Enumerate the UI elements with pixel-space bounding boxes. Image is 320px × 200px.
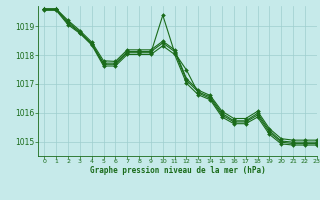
X-axis label: Graphe pression niveau de la mer (hPa): Graphe pression niveau de la mer (hPa) — [90, 166, 266, 175]
